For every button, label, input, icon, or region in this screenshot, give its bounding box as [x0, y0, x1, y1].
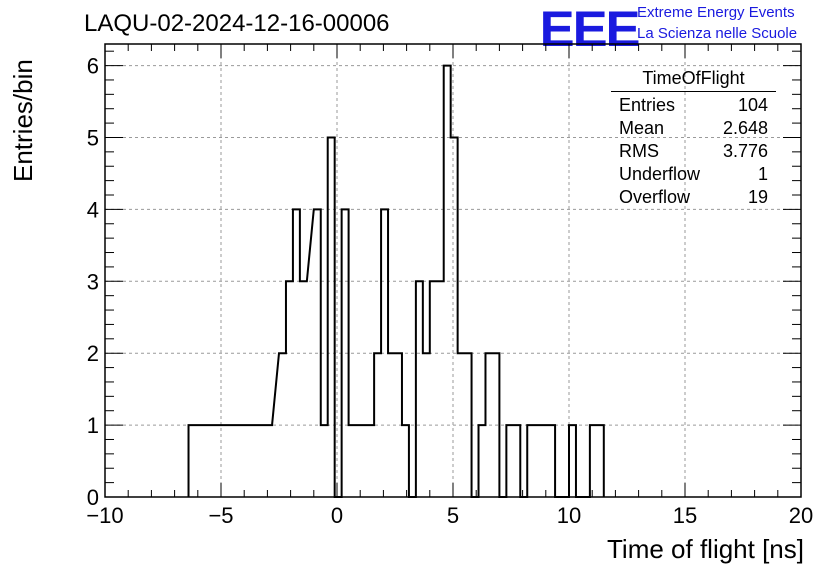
histogram-bar	[230, 425, 244, 497]
y-tick-label: 4	[87, 197, 99, 222]
stats-value: 104	[737, 95, 768, 115]
y-tick-label: 6	[87, 54, 99, 79]
stats-value: 19	[747, 187, 768, 207]
logo-line-1: Extreme Energy Events	[637, 4, 795, 21]
histogram-bar	[189, 425, 196, 497]
stats-row-overflow: Overflow 19	[611, 186, 776, 209]
stats-value: 2.648	[722, 118, 768, 138]
histogram-bar	[506, 425, 520, 497]
histogram-bar	[527, 425, 555, 497]
histogram-bar	[265, 425, 272, 497]
histogram-bar	[451, 137, 458, 497]
histogram-bar	[300, 281, 307, 497]
stats-box: TimeOfFlight Entries 104 Mean 2.648 RMS …	[611, 68, 776, 209]
stats-row-entries: Entries 104	[611, 94, 776, 117]
x-tick-label: −10	[86, 503, 123, 528]
stats-row-underflow: Underflow 1	[611, 163, 776, 186]
eee-logo-mark: EEE	[539, 1, 641, 57]
y-tick-label: 5	[87, 125, 99, 150]
x-tick-label: 0	[331, 503, 343, 528]
x-tick-label: 15	[673, 503, 697, 528]
x-tick-label: 5	[447, 503, 459, 528]
histogram-bar	[328, 137, 335, 497]
histogram-bar	[286, 281, 293, 497]
y-tick-label: 1	[87, 413, 99, 438]
stats-row-mean: Mean 2.648	[611, 117, 776, 140]
stats-label: Mean	[619, 118, 665, 138]
stats-label: Overflow	[619, 187, 691, 207]
y-tick-label: 2	[87, 341, 99, 366]
histogram-bar	[569, 425, 576, 497]
x-tick-label: −5	[208, 503, 233, 528]
histogram-bar	[437, 281, 444, 497]
histogram-bar	[402, 425, 409, 497]
y-tick-label: 3	[87, 269, 99, 294]
plot-title: LAQU-02-2024-12-16-00006	[84, 10, 390, 37]
stats-value: 1	[757, 164, 768, 184]
stats-label: Entries	[619, 95, 676, 115]
x-axis-label: Time of flight [ns]	[607, 534, 804, 564]
y-tick-label: 0	[87, 485, 99, 510]
x-tick-label: 20	[789, 503, 813, 528]
stats-label: Underflow	[619, 164, 701, 184]
histogram-bar	[590, 425, 604, 497]
stats-title: TimeOfFlight	[611, 68, 776, 92]
histogram-bar	[479, 425, 486, 497]
histogram-bar	[349, 425, 375, 497]
stats-value: 3.776	[722, 141, 768, 161]
stats-row-rms: RMS 3.776	[611, 140, 776, 163]
x-tick-label: 10	[557, 503, 581, 528]
logo-line-2: La Scienza nelle Scuole	[637, 25, 798, 42]
stats-label: RMS	[619, 141, 659, 161]
histogram-bar	[416, 281, 423, 497]
histogram-bar	[430, 281, 437, 497]
histogram-bar	[321, 425, 328, 497]
